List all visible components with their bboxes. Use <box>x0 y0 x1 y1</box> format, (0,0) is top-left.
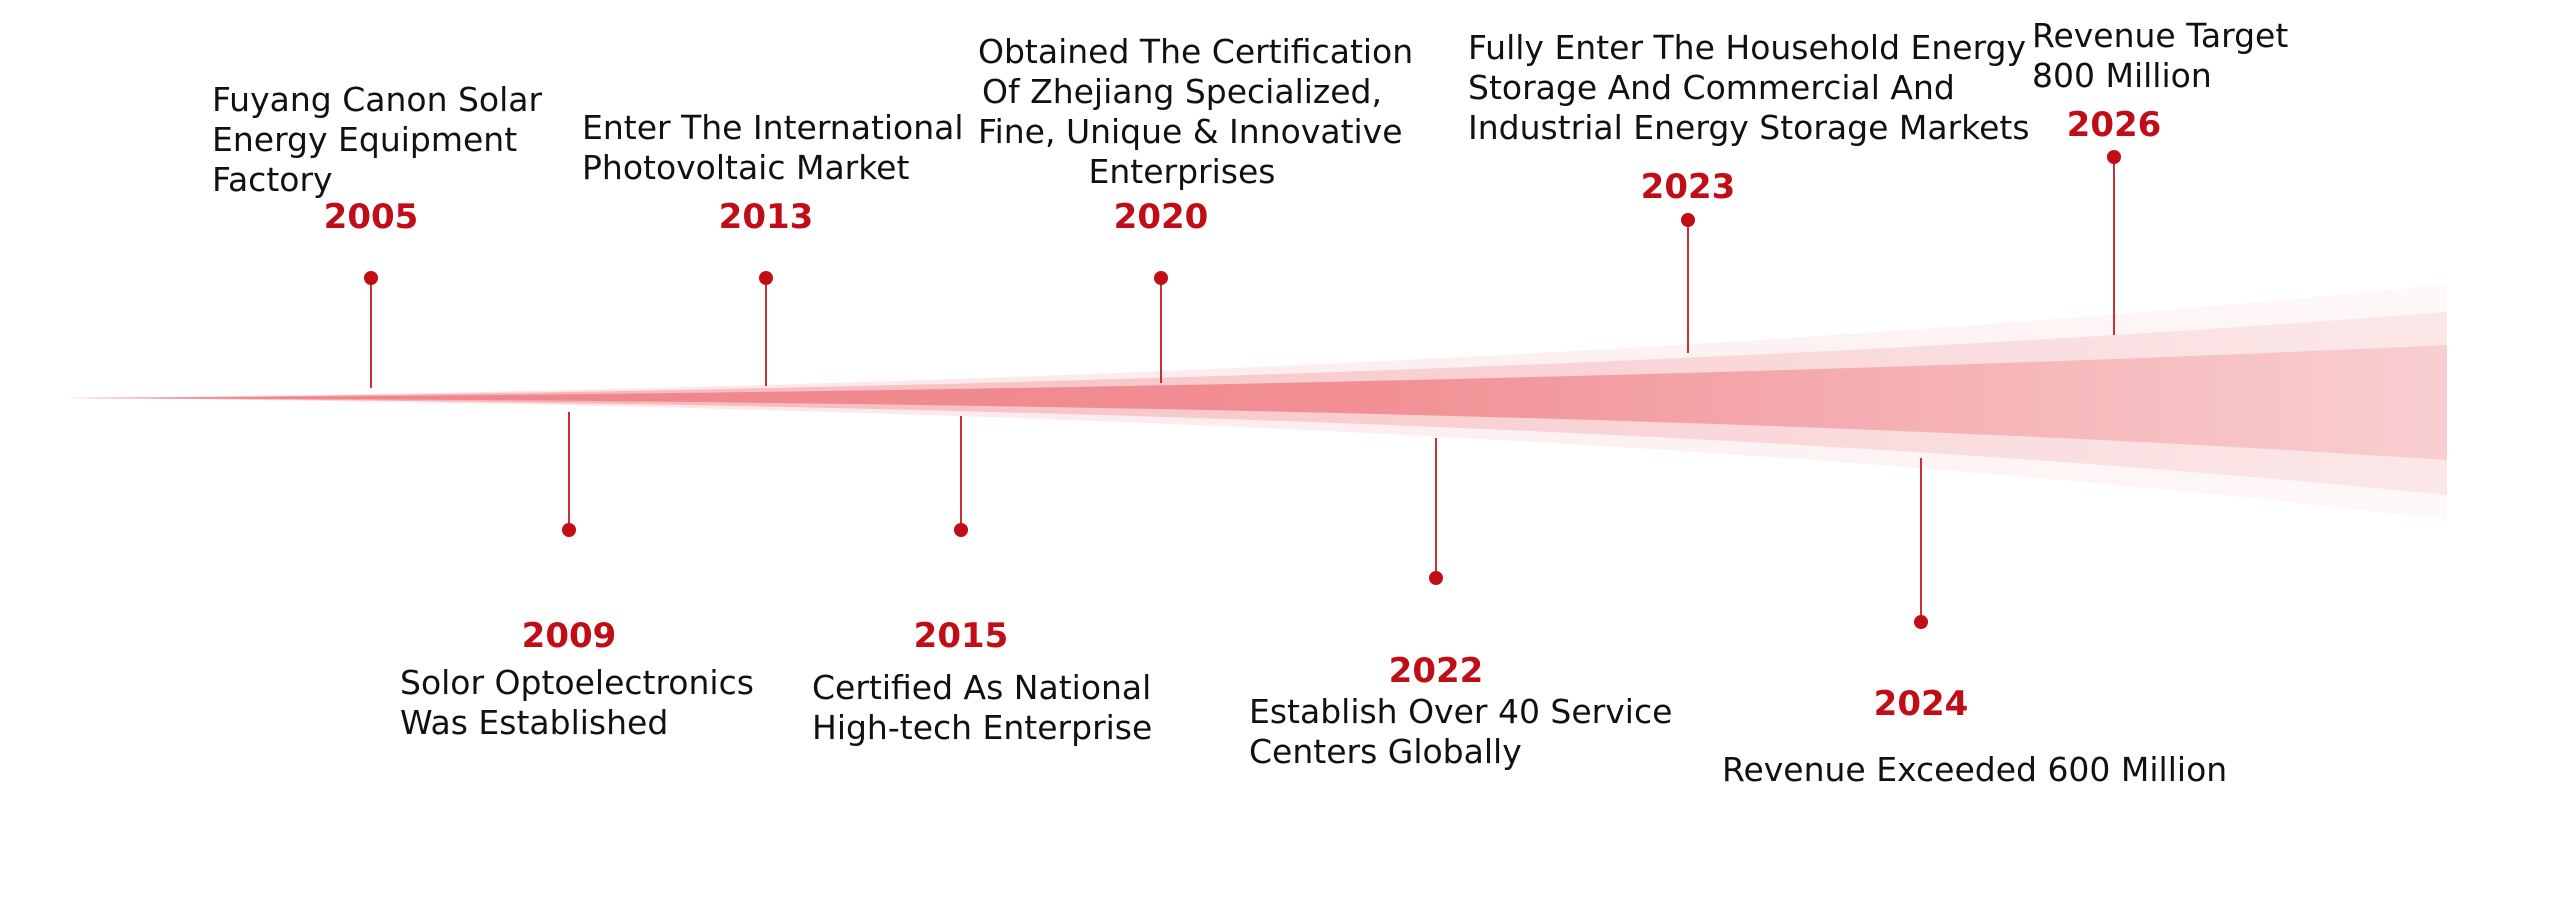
milestone-marker-2026 <box>2107 150 2121 335</box>
milestone-description-line: Enterprises <box>1088 152 1276 191</box>
milestone-year: 2026 <box>2066 105 2162 145</box>
milestone-description-line: Fully Enter The Household Energy <box>1468 28 2027 67</box>
milestone-description-line: Energy Equipment <box>212 120 518 159</box>
milestone-description-line: Enter The International <box>582 108 964 147</box>
milestone-dot <box>562 523 576 537</box>
milestone-marker-2015 <box>954 416 968 537</box>
milestone-description-line: Storage And Commercial And <box>1468 68 1955 107</box>
milestone-marker-2020 <box>1154 271 1168 383</box>
milestone-description: Solor Optoelectronics Was Established <box>400 663 754 743</box>
milestone-year: 2024 <box>1873 684 1969 724</box>
milestone-description-line: Establish Over 40 Service <box>1249 692 1673 731</box>
milestone-description-line: 800 Million <box>2032 56 2212 95</box>
milestone-dot <box>1154 271 1168 285</box>
milestone-description: Fully Enter The Household Energy Storage … <box>1468 28 2030 148</box>
milestone-description: Certified As National High-tech Enterpris… <box>812 668 1152 748</box>
milestone-year: 2013 <box>718 197 814 237</box>
milestone-marker-2022 <box>1429 438 1443 585</box>
milestone-description: Revenue Exceeded 600 Million <box>1722 750 2227 790</box>
milestone-description: Fuyang Canon Solar Energy Equipment Factor… <box>212 80 542 200</box>
milestone-description-line: Certified As National <box>812 668 1152 707</box>
milestone-description-line: Fine, Unique & Innovative <box>978 112 1403 151</box>
milestone-description: Obtained The Certification Of Zhejiang Sp… <box>978 32 1414 192</box>
milestone-marker-2024 <box>1914 458 1928 629</box>
milestone-description-line: Centers Globally <box>1249 732 1522 771</box>
milestone-dot <box>2107 150 2121 164</box>
milestone-marker-2023 <box>1681 213 1695 353</box>
milestone-year: 2020 <box>1113 197 1209 237</box>
milestone-dot <box>1429 571 1443 585</box>
milestone-marker-2009 <box>562 412 576 537</box>
timeline-band-core <box>65 345 2447 460</box>
milestone-year: 2023 <box>1640 167 1736 207</box>
milestone-description-line: Factory <box>212 160 333 199</box>
milestone-description: Enter The International Photovoltaic Mark… <box>582 108 964 188</box>
milestone-year: 2009 <box>521 616 617 656</box>
milestone-year: 2005 <box>323 197 419 237</box>
milestone-description-line: Fuyang Canon Solar <box>212 80 543 119</box>
milestone-description-line: Of Zhejiang Specialized, <box>982 72 1382 111</box>
milestone-description-line: High-tech Enterprise <box>812 708 1153 747</box>
milestone-marker-2013 <box>759 271 773 386</box>
milestone-description-line: Was Established <box>400 703 669 742</box>
milestone-description-line: Revenue Target <box>2032 16 2289 55</box>
milestone-marker-2005 <box>364 271 378 388</box>
milestone-dot <box>954 523 968 537</box>
milestone-description-line: Obtained The Certification <box>978 32 1414 71</box>
milestone-description: Establish Over 40 Service Centers Globall… <box>1249 692 1672 772</box>
milestone-description-line: Solor Optoelectronics <box>400 663 754 702</box>
milestone-description-line: Industrial Energy Storage Markets <box>1468 108 2030 147</box>
milestone-description-line: Revenue Exceeded 600 Million <box>1722 750 2228 789</box>
milestone-dot <box>1914 615 1928 629</box>
milestone-year: 2015 <box>913 616 1009 656</box>
milestone-description-line: Photovoltaic Market <box>582 148 910 187</box>
milestone-dot <box>1681 213 1695 227</box>
milestone-year: 2022 <box>1388 651 1484 691</box>
milestone-dot <box>364 271 378 285</box>
milestone-dot <box>759 271 773 285</box>
milestone-description: Revenue Target 800 Million <box>2032 16 2288 96</box>
